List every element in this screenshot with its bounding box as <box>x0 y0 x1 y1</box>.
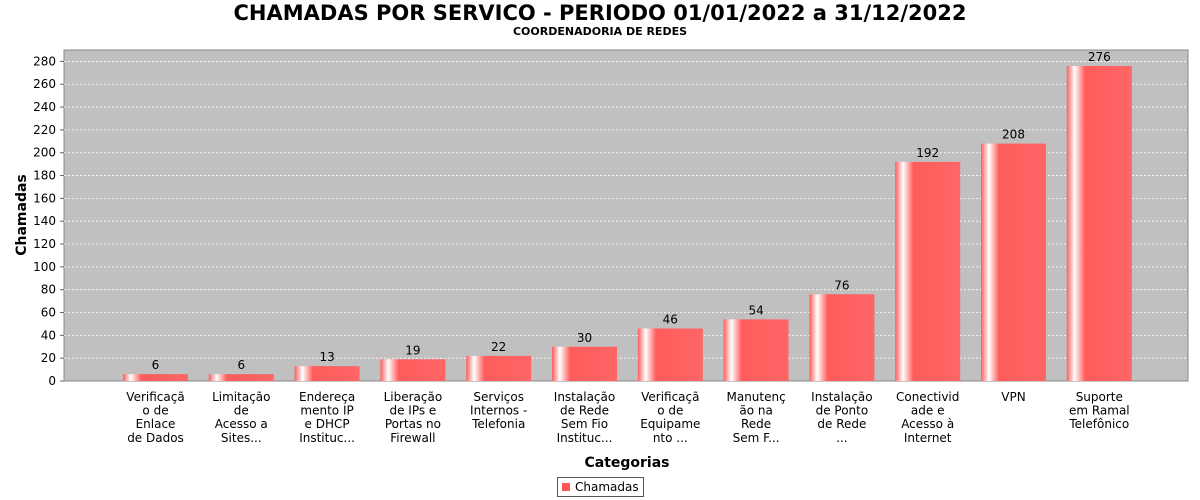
x-tick-label: Manutenç <box>726 390 785 404</box>
y-tick-label: 280 <box>33 54 56 68</box>
x-tick-label: Acesso a <box>215 417 268 431</box>
x-tick-label: Rede <box>741 417 771 431</box>
x-tick-label: de IPs e <box>389 404 436 418</box>
bar <box>809 294 875 381</box>
x-tick-label: Serviços <box>473 390 524 404</box>
y-tick-label: 100 <box>33 260 56 274</box>
y-tick-label: 220 <box>33 123 56 137</box>
chart-subtitle: COORDENADORIA DE REDES <box>512 25 688 38</box>
x-tick-label: Limitação <box>212 390 270 404</box>
data-label: 76 <box>834 278 849 292</box>
x-tick-label: Enlace <box>136 417 176 431</box>
x-tick-label: mento IP <box>300 404 353 418</box>
bar <box>552 346 617 381</box>
data-label: 22 <box>491 340 506 354</box>
x-tick-label: Verificaçã <box>641 390 699 404</box>
data-label: 6 <box>152 358 160 372</box>
legend-label: Chamadas <box>575 480 639 494</box>
x-tick-label: Internet <box>904 431 952 445</box>
x-tick-label: Endereça <box>299 390 355 404</box>
y-tick-label: 160 <box>33 191 56 205</box>
bar <box>895 161 961 381</box>
bar-layer: 6 6 13 19 22 30 46 54 76 192 208 276 <box>123 50 1132 381</box>
bar <box>723 319 789 381</box>
data-label: 192 <box>916 146 939 160</box>
x-tick-label: nto ... <box>653 431 688 445</box>
x-tick-label: de Ponto <box>816 404 869 418</box>
bar <box>981 143 1046 381</box>
x-tick-label: Suporte <box>1076 390 1123 404</box>
x-tick-label: o de <box>142 404 168 418</box>
y-tick-label: 240 <box>33 100 56 114</box>
x-tick-label: Sem F... <box>733 431 780 445</box>
x-tick-label: ... <box>836 431 847 445</box>
data-label: 276 <box>1088 50 1111 64</box>
bar <box>637 328 703 381</box>
data-label: 13 <box>319 350 334 364</box>
axis-layer: 0 20 40 60 80 100 120 140 160 180 200 220 240 260 280 V… <box>33 54 1130 444</box>
x-tick-label: ão na <box>739 404 772 418</box>
y-tick-label: 0 <box>48 374 56 388</box>
data-label: 46 <box>663 312 678 326</box>
bar <box>380 359 446 381</box>
data-label: 208 <box>1002 128 1025 142</box>
legend-swatch <box>562 483 570 491</box>
y-tick-label: 40 <box>41 328 56 342</box>
chart-title: CHAMADAS POR SERVICO - PERIODO 01/01/202… <box>233 1 967 25</box>
x-tick-label: de <box>234 404 249 418</box>
x-tick-label: Sites... <box>221 431 262 445</box>
x-tick-label: Internos - <box>470 404 527 418</box>
y-tick-label: 180 <box>33 169 56 183</box>
x-tick-label: Telefonia <box>471 417 525 431</box>
x-tick-label: VPN <box>1001 390 1025 404</box>
y-tick-label: 20 <box>41 351 56 365</box>
x-tick-label: Verificaçã <box>126 390 184 404</box>
legend: Chamadas <box>557 477 644 497</box>
bar <box>1066 65 1132 381</box>
x-tick-label: de Rede <box>817 417 866 431</box>
y-tick-label: 120 <box>33 237 56 251</box>
x-tick-label: Instalação <box>811 390 872 404</box>
x-tick-label: Instituc... <box>557 431 613 445</box>
x-tick-label: Firewall <box>390 431 435 445</box>
x-axis-label: Categorias <box>584 455 669 471</box>
y-tick-label: 60 <box>41 306 56 320</box>
y-axis-label: Chamadas <box>14 174 30 256</box>
x-tick-label: Acesso à <box>901 417 954 431</box>
x-tick-label: Sem Fio <box>561 417 608 431</box>
x-tick-label: Conectivid <box>896 390 959 404</box>
x-tick-label: de Dados <box>127 431 184 445</box>
bar <box>123 374 188 381</box>
x-tick-label: Portas no <box>385 417 441 431</box>
bar <box>208 374 274 381</box>
bar <box>294 366 360 381</box>
data-label: 30 <box>577 331 592 345</box>
x-tick-label: ade e <box>911 404 945 418</box>
x-tick-label: de Rede <box>560 404 609 418</box>
data-label: 54 <box>748 303 763 317</box>
y-tick-label: 200 <box>33 146 56 160</box>
y-tick-label: 140 <box>33 214 56 228</box>
y-tick-label: 80 <box>41 283 56 297</box>
x-tick-label: Instituc... <box>299 431 355 445</box>
bar <box>466 355 532 381</box>
data-label: 19 <box>405 343 420 357</box>
x-tick-label: Telefônico <box>1068 417 1129 431</box>
x-tick-label: Liberação <box>384 390 443 404</box>
y-tick-label: 260 <box>33 77 56 91</box>
x-tick-label: Instalação <box>554 390 615 404</box>
x-tick-label: e DHCP <box>305 417 350 431</box>
x-tick-label: o de <box>657 404 683 418</box>
x-tick-label: em Ramal <box>1069 404 1130 418</box>
x-tick-label: Equipame <box>640 417 700 431</box>
data-label: 6 <box>237 358 245 372</box>
